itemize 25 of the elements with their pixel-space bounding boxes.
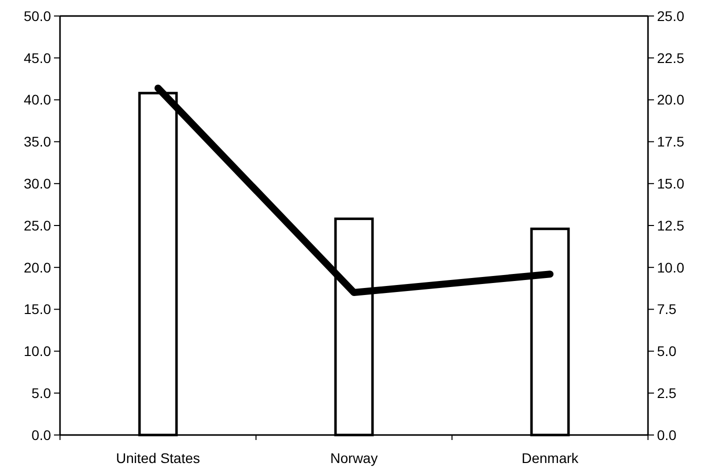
y-tick-label: 40.0: [24, 92, 52, 108]
y-tick-label: 50.0: [24, 8, 52, 24]
y2-tick-label: 22.5: [657, 50, 684, 66]
y-tick-label: 35.0: [24, 134, 52, 150]
y2-tick-label: 12.5: [657, 217, 684, 234]
y2-tick-label: 5.0: [657, 343, 677, 360]
y2-tick-label: 25.0: [657, 8, 684, 24]
y-tick-label: 25.0: [24, 217, 52, 234]
x-tick-label: Denmark: [522, 450, 580, 466]
y-tick-label: 15.0: [24, 301, 52, 318]
y2-tick-label: 17.5: [657, 134, 684, 150]
x-tick-label: United States: [116, 450, 200, 466]
y-tick-label: 20.0: [24, 259, 52, 276]
y-tick-label: 30.0: [24, 176, 52, 192]
x-tick-label: Norway: [330, 450, 378, 466]
y2-tick-label: 10.0: [657, 259, 684, 276]
y-tick-label: 10.0: [24, 343, 52, 360]
y2-tick-label: 20.0: [657, 92, 684, 108]
y2-tick-label: 2.5: [657, 385, 677, 401]
y2-tick-label: 7.5: [657, 301, 677, 318]
y-tick-label: 0.0: [32, 426, 52, 443]
y2-tick-label: 15.0: [657, 176, 684, 192]
y-tick-label: 45.0: [24, 50, 52, 66]
y2-tick-label: 0.0: [657, 426, 677, 443]
y-tick-label: 5.0: [32, 385, 52, 401]
